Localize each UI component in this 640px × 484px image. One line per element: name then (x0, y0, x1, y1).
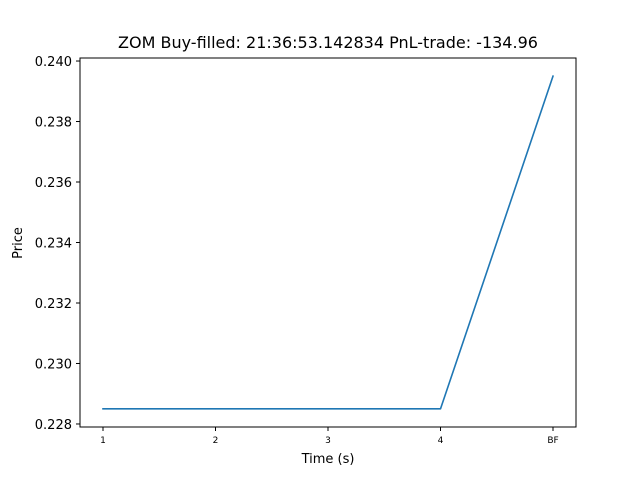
y-tick-label: 0.240 (35, 55, 72, 70)
y-tick-label: 0.234 (35, 237, 72, 252)
x-tick-label: 3 (325, 436, 331, 446)
x-tick-label: 4 (438, 436, 444, 446)
chart-title: ZOM Buy-filled: 21:36:53.142834 PnL-trad… (118, 33, 538, 52)
y-tick-label: 0.230 (35, 357, 72, 372)
plot-area: 0.228 0.230 0.232 0.234 0.236 0.238 0.240 1 2 3 4 B… (35, 55, 577, 446)
y-axis-label: Price (11, 227, 26, 259)
x-axis-label: Time (s) (301, 452, 355, 467)
x-tick-label: 2 (213, 436, 219, 446)
plot-frame (79, 57, 577, 428)
series-line-price (102, 75, 555, 410)
y-tick-label: 0.238 (35, 116, 72, 131)
y-tick-label: 0.232 (35, 297, 72, 312)
y-tick-label: 0.228 (35, 418, 72, 433)
x-tick-label: BF (547, 436, 558, 446)
y-tick-label: 0.236 (35, 176, 72, 191)
x-tick-label: 1 (100, 436, 106, 446)
